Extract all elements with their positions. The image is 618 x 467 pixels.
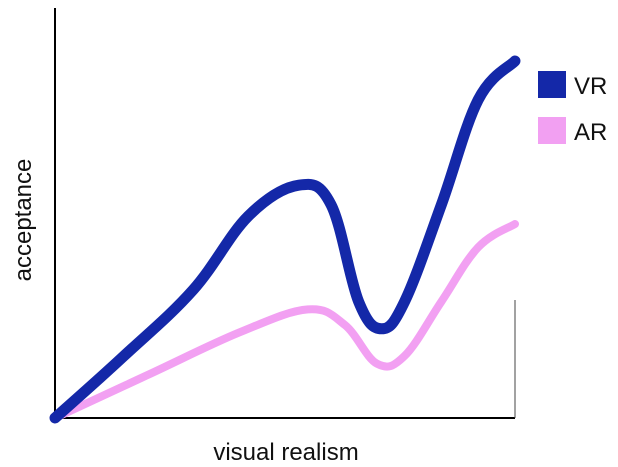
legend-swatch-vr bbox=[538, 71, 566, 98]
x-axis-label: visual realism bbox=[213, 439, 358, 466]
legend-swatch-ar bbox=[538, 117, 566, 144]
series-group bbox=[49, 55, 521, 424]
series-line-ar bbox=[51, 220, 519, 422]
legend-label-ar: AR bbox=[574, 119, 607, 146]
y-axis-label: acceptance bbox=[10, 159, 37, 282]
legend-label-vr: VR bbox=[574, 73, 607, 100]
legend: VR AR bbox=[538, 71, 607, 146]
series-line-vr bbox=[49, 55, 521, 424]
